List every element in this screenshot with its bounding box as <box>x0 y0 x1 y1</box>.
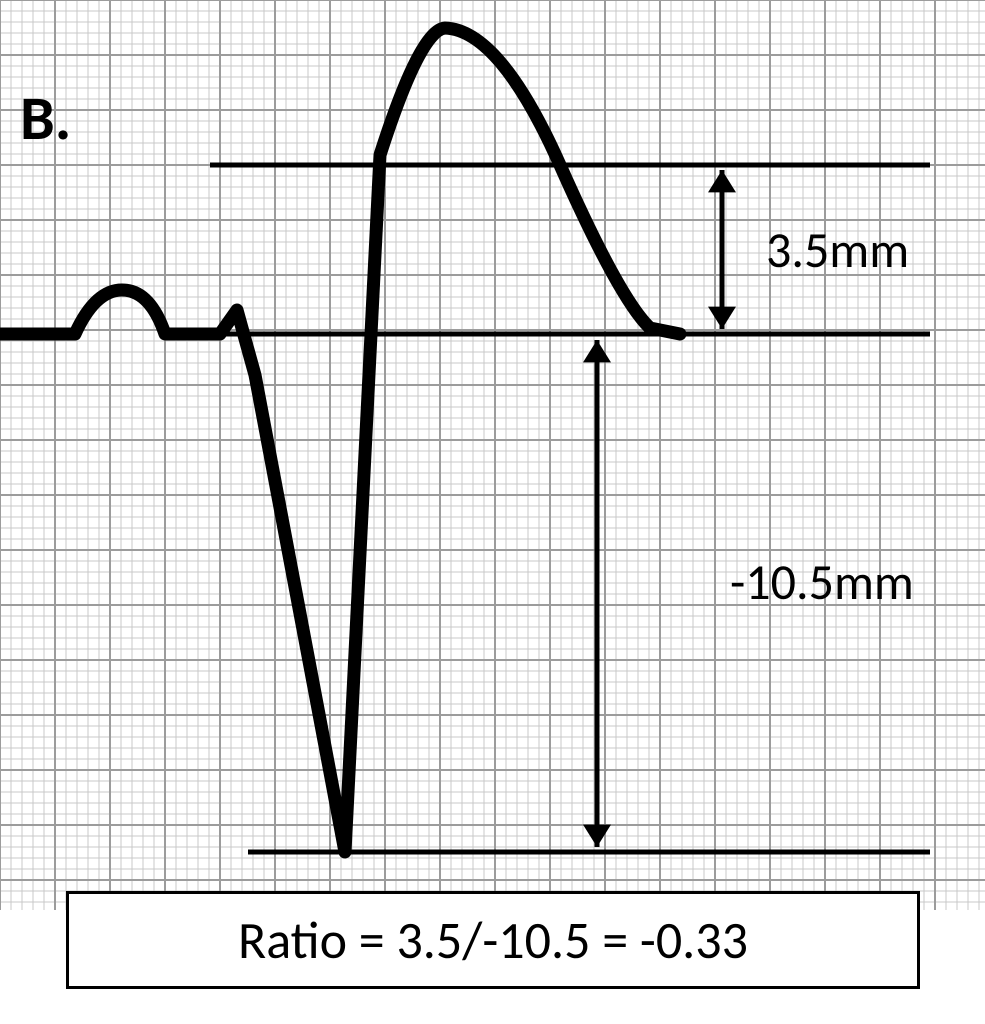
ratio-text: Ratio = 3.5/-10.5 = -0.33 <box>238 908 748 972</box>
measurement-arrow-st-elevation <box>708 170 736 329</box>
ecg-waveform <box>0 28 680 852</box>
measurement-arrow-qrs-depth <box>583 340 611 847</box>
measurement-label-st-elevation: 3.5mm <box>766 220 909 281</box>
measurement-label-qrs-depth: -10.5mm <box>730 552 914 613</box>
ecg-diagram-svg <box>0 0 985 910</box>
ratio-result-box: Ratio = 3.5/-10.5 = -0.33 <box>66 891 920 989</box>
panel-label: B. <box>20 80 71 156</box>
